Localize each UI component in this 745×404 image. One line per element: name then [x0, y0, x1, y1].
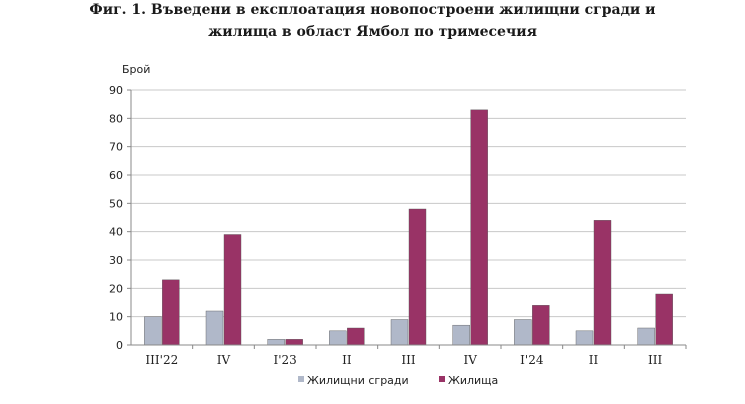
- bar-dwellings-5: [470, 109, 488, 346]
- y-tick-label: 30: [109, 254, 123, 267]
- bar-dwellings-3: [347, 327, 365, 346]
- y-tick-label: 50: [109, 197, 123, 210]
- y-axis-label: Брой: [122, 63, 150, 76]
- x-tick-label: III'22: [145, 353, 178, 367]
- x-tick-label: I'23: [274, 353, 297, 367]
- bar-dwellings-7: [593, 220, 612, 346]
- bar-buildings-3: [329, 330, 347, 346]
- legend-label: Жилища: [448, 374, 498, 387]
- bar-dwellings-8: [655, 293, 673, 346]
- x-axis: III'22 IV I'23 II III IV I'24 II III: [131, 344, 687, 367]
- bar-dwellings-0: [162, 279, 180, 346]
- y-tick-label: 40: [109, 226, 123, 239]
- chart-title-line-2: жилища в област Ямбол по тримесечия: [208, 24, 537, 40]
- y-tick-label: 60: [109, 169, 123, 182]
- bar-dwellings-6: [532, 305, 550, 346]
- bar-buildings-2: [267, 339, 285, 346]
- legend-label: Жилищни сгради: [307, 374, 409, 387]
- legend-swatch: [439, 376, 445, 382]
- chart-title-line-1: Фиг. 1. Въведени в експлоатация новопост…: [89, 2, 656, 18]
- bars: [144, 109, 673, 346]
- x-tick-label: II: [342, 353, 352, 367]
- bar-buildings-6: [514, 319, 532, 346]
- legend: Жилищни сгради Жилища: [298, 374, 498, 387]
- bar-buildings-1: [205, 310, 224, 346]
- y-tick-label: 0: [116, 339, 123, 352]
- bar-buildings-8: [637, 327, 655, 346]
- bar-buildings-5: [452, 324, 470, 346]
- bar-dwellings-4: [408, 208, 427, 346]
- gridlines: [131, 89, 686, 318]
- y-tick-label: 20: [109, 282, 123, 295]
- y-axis-ticks: 0 10 20 30 40 50 60 70 80 90: [109, 84, 132, 352]
- bar-buildings-4: [390, 319, 409, 346]
- x-tick-label: IV: [463, 353, 477, 367]
- bar-buildings-7: [575, 330, 594, 346]
- x-tick-label: IV: [217, 353, 231, 367]
- x-tick-label: III: [648, 353, 662, 367]
- y-tick-label: 70: [109, 141, 123, 154]
- bar-dwellings-2: [285, 339, 303, 346]
- legend-swatch: [298, 376, 304, 382]
- x-tick-label: II: [589, 353, 599, 367]
- bar-buildings-0: [144, 316, 162, 346]
- x-tick-label: III: [401, 353, 415, 367]
- x-tick-label: I'24: [520, 353, 544, 367]
- y-tick-label: 90: [109, 84, 123, 97]
- bar-dwellings-1: [223, 234, 242, 346]
- y-tick-label: 80: [109, 112, 123, 125]
- y-tick-label: 10: [109, 311, 123, 324]
